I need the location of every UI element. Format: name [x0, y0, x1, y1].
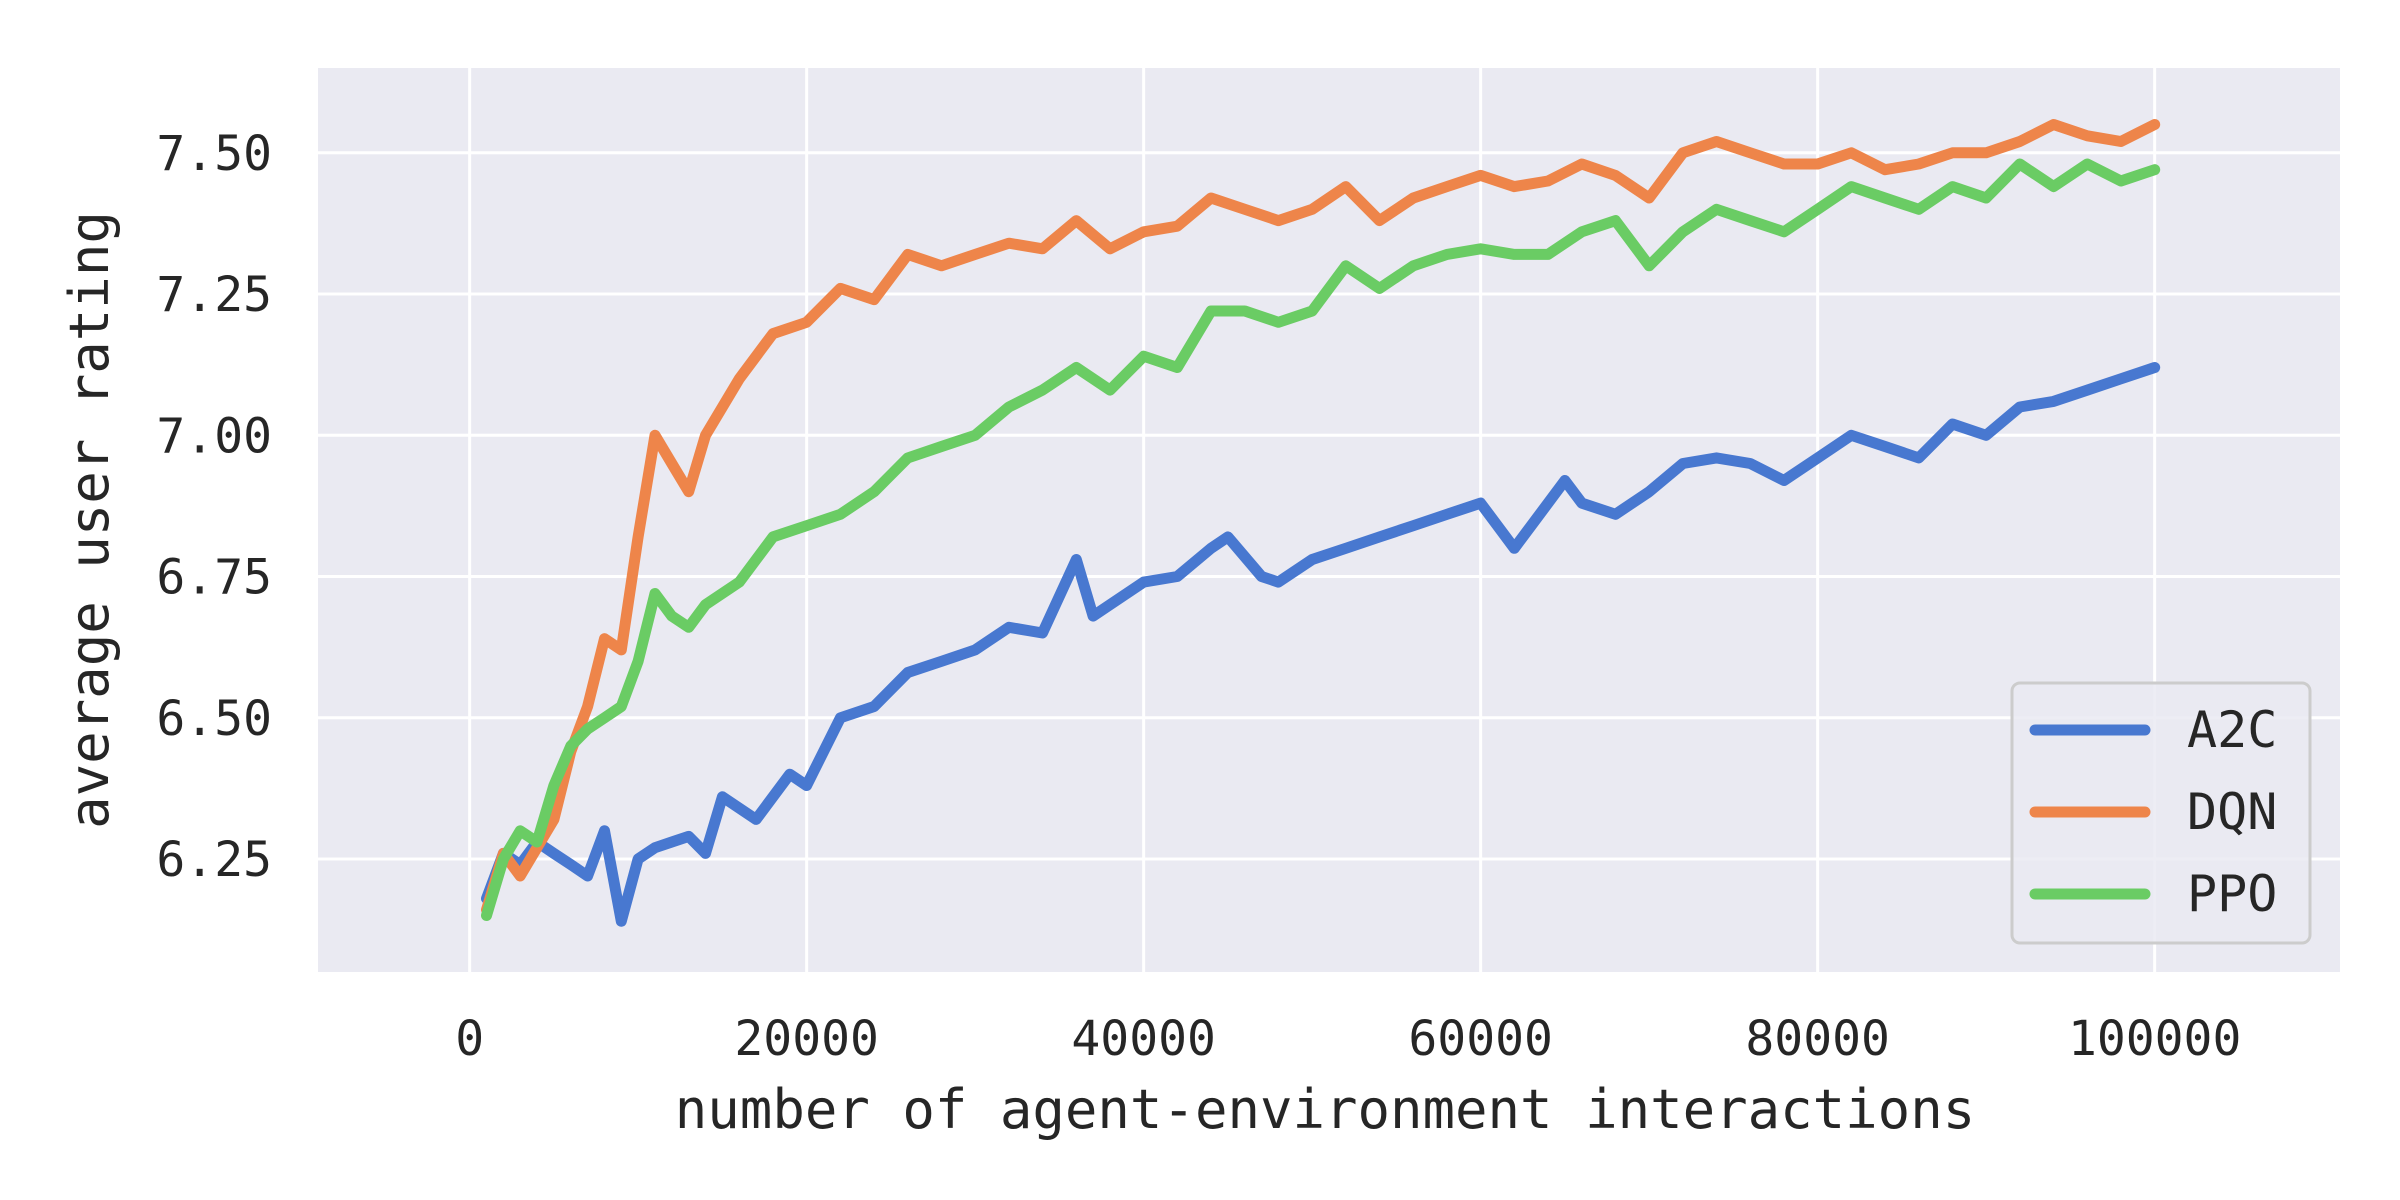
- x-tick-label: 60000: [1408, 1011, 1553, 1067]
- y-tick-label: 6.50: [156, 691, 272, 747]
- series-line-ppo: [481, 158, 2161, 921]
- legend: A2C DQN PPO: [2010, 681, 2312, 945]
- x-tick-label: 100000: [2068, 1011, 2241, 1067]
- y-tick-label: 7.50: [156, 126, 272, 182]
- x-tick-label: 40000: [1071, 1011, 1216, 1067]
- y-tick-label: 6.75: [156, 550, 272, 606]
- x-axis-label: number of agent-environment interactions: [675, 1078, 1975, 1141]
- series-lines: [481, 119, 2161, 927]
- x-tick-label: 20000: [734, 1011, 879, 1067]
- series-line-a2c: [481, 362, 2161, 927]
- y-tick-label: 7.25: [156, 267, 272, 323]
- plot-background: [318, 68, 2340, 972]
- legend-label-ppo: PPO: [2187, 865, 2277, 923]
- y-tick-label: 7.00: [156, 408, 272, 464]
- x-tick-label: 80000: [1745, 1011, 1890, 1067]
- legend-label-a2c: A2C: [2187, 701, 2277, 759]
- y-tick-labels: 6.25 6.50 6.75 7.00 7.25 7.50: [156, 126, 272, 888]
- legend-label-dqn: DQN: [2187, 783, 2277, 841]
- legend-box: [2010, 681, 2312, 945]
- x-tick-labels: 0 20000 40000 60000 80000 100000: [455, 1011, 2241, 1067]
- x-tick-label: 0: [455, 1011, 484, 1067]
- y-axis-label: average user rating: [58, 211, 121, 829]
- y-tick-label: 6.25: [156, 832, 272, 888]
- series-line-dqn: [481, 119, 2161, 916]
